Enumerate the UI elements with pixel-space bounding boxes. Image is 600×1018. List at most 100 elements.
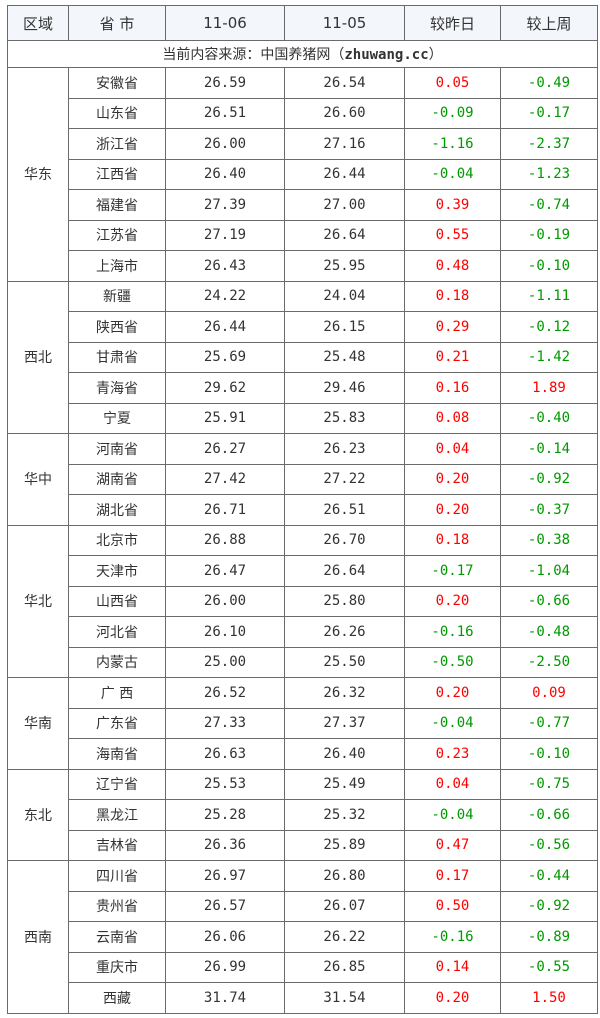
change-day-cell: 0.05 <box>404 67 501 99</box>
change-week-cell: 1.50 <box>500 982 598 1014</box>
change-week-cell: -0.12 <box>500 311 598 343</box>
price-previous-cell: 25.50 <box>284 646 405 678</box>
change-day-cell: -0.16 <box>404 616 501 648</box>
table-row: 陕西省 26.44 26.15 0.29 -0.12 <box>8 311 598 343</box>
price-current-cell: 26.51 <box>165 97 285 129</box>
region-cell: 东北 <box>7 768 69 861</box>
price-current-cell: 26.40 <box>165 158 285 190</box>
price-previous-cell: 26.70 <box>284 524 405 556</box>
province-cell: 内蒙古 <box>68 646 166 678</box>
change-week-cell: -2.50 <box>500 646 598 678</box>
change-day-cell: 0.48 <box>404 250 501 282</box>
change-week-cell: -1.04 <box>500 555 598 587</box>
change-week-cell: -0.19 <box>500 219 598 251</box>
table-row: 青海省 29.62 29.46 0.16 1.89 <box>8 372 598 404</box>
price-current-cell: 25.91 <box>165 402 285 434</box>
change-day-cell: 0.21 <box>404 341 501 373</box>
table-row: 重庆市 26.99 26.85 0.14 -0.55 <box>8 951 598 983</box>
source-site: zhuwang.cc <box>344 47 429 63</box>
table-row: 华南广 西 26.52 26.32 0.20 0.09 <box>7 677 598 770</box>
table-row: 广东省 27.33 27.37 -0.04 -0.77 <box>8 707 598 739</box>
change-day-cell: 0.23 <box>404 738 501 770</box>
price-current-cell: 26.00 <box>165 585 285 617</box>
province-cell: 广 西 <box>68 677 166 709</box>
price-previous-cell: 26.23 <box>284 433 405 465</box>
source-row: 当前内容来源：中国养猪网（zhuwang.cc） <box>7 40 598 68</box>
change-day-cell: -0.09 <box>404 97 501 129</box>
change-day-cell: 0.50 <box>404 890 501 922</box>
price-current-cell: 26.52 <box>165 677 285 709</box>
price-previous-cell: 25.95 <box>284 250 405 282</box>
province-cell: 贵州省 <box>68 890 166 922</box>
price-previous-cell: 26.44 <box>284 158 405 190</box>
price-previous-cell: 26.54 <box>284 67 405 99</box>
change-week-cell: -1.11 <box>500 280 598 312</box>
price-previous-cell: 25.48 <box>284 341 405 373</box>
change-week-cell: -0.10 <box>500 738 598 770</box>
province-cell: 云南省 <box>68 921 166 953</box>
province-cell: 广东省 <box>68 707 166 739</box>
change-day-cell: 0.18 <box>404 524 501 556</box>
table-row: 吉林省 26.36 25.89 0.47 -0.56 <box>8 829 598 861</box>
change-day-cell: 0.04 <box>404 768 501 800</box>
table-row: 江苏省 27.19 26.64 0.55 -0.19 <box>8 219 598 251</box>
province-cell: 辽宁省 <box>68 768 166 800</box>
table-row: 河北省 26.10 26.26 -0.16 -0.48 <box>8 616 598 648</box>
header-change-day: 较昨日 <box>404 5 501 41</box>
region-cell: 华南 <box>7 677 69 770</box>
change-day-cell: 0.16 <box>404 372 501 404</box>
table-row: 黑龙江 25.28 25.32 -0.04 -0.66 <box>8 799 598 831</box>
price-previous-cell: 26.40 <box>284 738 405 770</box>
change-day-cell: -1.16 <box>404 128 501 160</box>
change-day-cell: 0.08 <box>404 402 501 434</box>
change-week-cell: -0.49 <box>500 67 598 99</box>
province-cell: 天津市 <box>68 555 166 587</box>
change-week-cell: -0.17 <box>500 97 598 129</box>
province-cell: 福建省 <box>68 189 166 221</box>
province-cell: 北京市 <box>68 524 166 556</box>
change-week-cell: -0.89 <box>500 921 598 953</box>
table-row: 上海市 26.43 25.95 0.48 -0.10 <box>8 250 598 282</box>
change-day-cell: -0.04 <box>404 707 501 739</box>
change-day-cell: -0.17 <box>404 555 501 587</box>
change-week-cell: -0.66 <box>500 799 598 831</box>
price-previous-cell: 25.32 <box>284 799 405 831</box>
change-week-cell: -0.44 <box>500 860 598 892</box>
change-day-cell: 0.20 <box>404 677 501 709</box>
table-row: 福建省 27.39 27.00 0.39 -0.74 <box>8 189 598 221</box>
price-current-cell: 26.06 <box>165 921 285 953</box>
table-row: 西南 四川省 26.97 26.80 0.17 -0.44 <box>7 860 598 1014</box>
change-week-cell: -0.48 <box>500 616 598 648</box>
province-cell: 河南省 <box>68 433 166 465</box>
price-previous-cell: 29.46 <box>284 372 405 404</box>
change-week-cell: -0.38 <box>500 524 598 556</box>
change-week-cell: -0.74 <box>500 189 598 221</box>
province-cell: 安徽省 <box>68 67 166 99</box>
table-row: 内蒙古 25.00 25.50 -0.50 -2.50 <box>8 646 598 678</box>
table-row: 华中 河南省 26.27 26.23 0.04 -0.14 <box>7 433 598 526</box>
price-current-cell: 27.19 <box>165 219 285 251</box>
change-day-cell: -0.16 <box>404 921 501 953</box>
price-previous-cell: 26.64 <box>284 219 405 251</box>
price-current-cell: 26.43 <box>165 250 285 282</box>
price-current-cell: 27.42 <box>165 463 285 495</box>
change-week-cell: -0.37 <box>500 494 598 526</box>
price-previous-cell: 26.22 <box>284 921 405 953</box>
header-date-previous: 11-05 <box>284 5 405 41</box>
table-row: 山西省 26.00 25.80 0.20 -0.66 <box>8 585 598 617</box>
change-week-cell: -0.75 <box>500 768 598 800</box>
header-change-week: 较上周 <box>500 5 598 41</box>
province-cell: 湖北省 <box>68 494 166 526</box>
change-week-cell: -0.56 <box>500 829 598 861</box>
change-day-cell: 0.20 <box>404 585 501 617</box>
change-week-cell: -0.10 <box>500 250 598 282</box>
price-previous-cell: 25.49 <box>284 768 405 800</box>
price-previous-cell: 26.60 <box>284 97 405 129</box>
province-cell: 山东省 <box>68 97 166 129</box>
province-cell: 河北省 <box>68 616 166 648</box>
table-row: 华北 北京市 26.88 26.70 0.18 -0.38 <box>7 524 598 678</box>
province-cell: 黑龙江 <box>68 799 166 831</box>
change-week-cell: -0.40 <box>500 402 598 434</box>
province-cell: 浙江省 <box>68 128 166 160</box>
table-row: 贵州省 26.57 26.07 0.50 -0.92 <box>8 890 598 922</box>
